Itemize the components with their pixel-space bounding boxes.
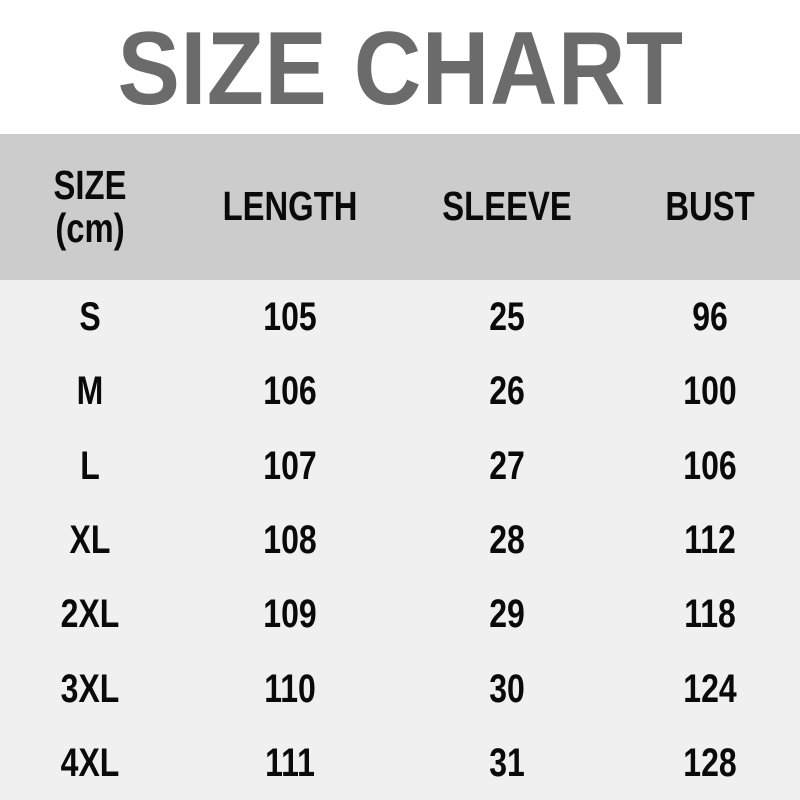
title-band: SIZE CHART (0, 0, 800, 134)
cell-length: 110 (264, 666, 316, 711)
table-row: M 106 26 100 (0, 354, 800, 429)
cell-bust: 124 (683, 666, 737, 711)
cell-bust: 96 (692, 295, 728, 340)
page-title: SIZE CHART (116, 11, 684, 127)
cell-sleeve: 25 (489, 295, 525, 340)
cell-bust: 112 (684, 517, 736, 562)
cell-sleeve: 30 (489, 666, 525, 711)
column-header-size: SIZE (cm) (18, 161, 162, 251)
table-row: S 105 25 96 (0, 280, 800, 355)
table-row: 4XL 111 31 128 (0, 725, 800, 800)
cell-length: 107 (263, 443, 317, 488)
cell-sleeve: 27 (489, 443, 525, 488)
cell-sleeve: 29 (489, 592, 525, 637)
table-row: L 107 27 106 (0, 428, 800, 503)
column-header-bust: BUST (665, 183, 755, 230)
cell-size: L (80, 443, 100, 488)
cell-length: 111 (265, 740, 315, 785)
cell-size: 2XL (60, 592, 120, 637)
cell-size: 3XL (60, 666, 120, 711)
column-header-length: LENGTH (222, 183, 358, 230)
cell-size: M (76, 369, 104, 414)
cell-sleeve: 28 (489, 517, 525, 562)
column-header-size-line2: (cm) (55, 205, 125, 251)
cell-size: XL (69, 517, 111, 562)
cell-bust: 118 (684, 592, 736, 637)
cell-bust: 100 (683, 369, 737, 414)
cell-length: 105 (263, 295, 317, 340)
column-header-size-line1: SIZE (53, 161, 127, 208)
column-header-sleeve: SLEEVE (442, 183, 572, 230)
cell-length: 106 (263, 369, 317, 414)
cell-size: 4XL (60, 740, 120, 785)
cell-sleeve: 31 (489, 740, 525, 785)
cell-bust: 128 (683, 740, 737, 785)
cell-sleeve: 26 (489, 369, 525, 414)
table-row: 2XL 109 29 118 (0, 577, 800, 652)
cell-size: S (79, 295, 101, 340)
table-row: 3XL 110 30 124 (0, 651, 800, 726)
table-header-row: SIZE (cm) LENGTH SLEEVE BUST (0, 134, 800, 280)
cell-length: 108 (263, 517, 317, 562)
table-row: XL 108 28 112 (0, 502, 800, 578)
cell-length: 109 (263, 592, 317, 637)
cell-bust: 106 (683, 443, 737, 488)
table-body: S 105 25 96 M 106 26 100 L 107 27 106 XL… (0, 280, 800, 800)
